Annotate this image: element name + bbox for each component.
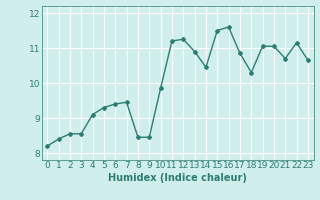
X-axis label: Humidex (Indice chaleur): Humidex (Indice chaleur)	[108, 173, 247, 183]
